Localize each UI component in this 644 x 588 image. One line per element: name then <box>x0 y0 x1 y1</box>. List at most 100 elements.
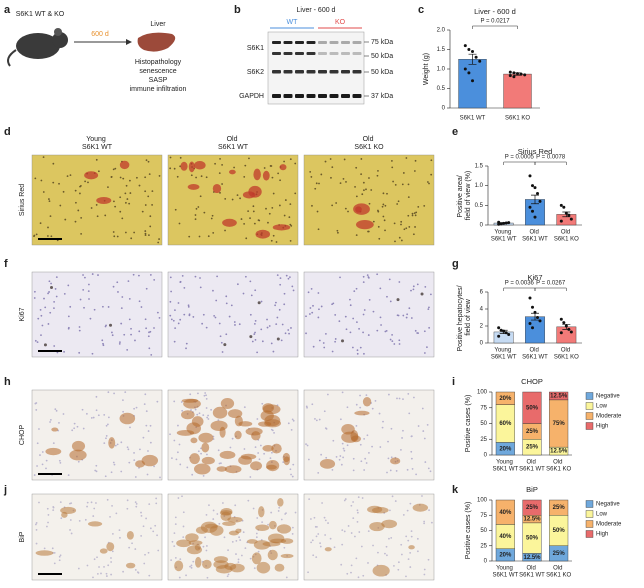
nucleus <box>268 325 271 327</box>
chart-title: Sirius Red <box>518 147 553 156</box>
nucleus <box>287 329 290 331</box>
mouse-icon <box>7 28 68 67</box>
nucleus <box>107 391 110 394</box>
nucleus <box>270 342 273 345</box>
nucleus <box>74 189 77 192</box>
band <box>283 70 293 74</box>
data-point <box>564 211 568 215</box>
stain-region <box>234 430 242 440</box>
nucleus <box>98 566 100 568</box>
nucleus <box>226 575 229 578</box>
nucleus <box>110 557 112 559</box>
nucleus <box>110 175 113 178</box>
nucleus <box>389 300 392 303</box>
nucleus <box>221 502 224 504</box>
y-axis-label: Positive area/ field of view (%) <box>457 171 472 220</box>
panel-label: k <box>452 484 459 496</box>
liver-icon <box>137 32 176 52</box>
nucleus <box>359 406 362 409</box>
data-point <box>528 174 532 178</box>
stain-region <box>274 563 285 572</box>
nucleus <box>78 326 81 328</box>
readout: SASP <box>149 77 168 84</box>
legend-swatch <box>585 412 594 420</box>
nucleus <box>289 203 292 206</box>
nucleus <box>78 519 81 522</box>
nucleus <box>106 423 109 426</box>
nucleus <box>400 239 403 242</box>
stain-region <box>267 549 278 561</box>
nucleus <box>400 543 403 546</box>
nucleus <box>430 521 433 524</box>
stain-region <box>181 398 199 403</box>
nucleus <box>97 414 100 417</box>
stain-region <box>99 548 108 554</box>
nucleus <box>385 545 388 548</box>
nucleus <box>398 343 401 345</box>
legend-swatch <box>585 392 594 400</box>
nucleus <box>251 340 254 343</box>
nucleus <box>197 206 200 208</box>
stain-region <box>367 505 383 514</box>
nucleus <box>145 424 148 427</box>
nucleus <box>194 408 197 411</box>
nucleus <box>86 501 89 504</box>
stain-region <box>249 335 253 339</box>
nucleus <box>144 234 147 236</box>
nucleus <box>147 450 149 452</box>
nucleus <box>169 314 172 317</box>
legend-swatch <box>585 422 594 430</box>
nucleus <box>203 394 206 397</box>
nucleus <box>77 209 80 212</box>
nucleus <box>227 573 230 576</box>
nucleus <box>363 437 366 440</box>
nucleus <box>359 443 362 446</box>
stain-region <box>190 437 198 444</box>
band <box>272 41 281 44</box>
nucleus <box>118 529 121 532</box>
nucleus <box>157 241 160 244</box>
legend-swatch <box>585 530 594 538</box>
band <box>341 41 350 44</box>
nucleus <box>315 182 318 185</box>
nucleus <box>388 393 390 396</box>
nucleus <box>231 198 234 201</box>
nucleus <box>188 235 191 238</box>
y-tick-label: 1.0 <box>437 67 446 73</box>
nucleus <box>410 457 413 460</box>
nucleus <box>134 339 136 342</box>
nucleus <box>95 464 98 467</box>
nucleus <box>135 406 138 409</box>
nucleus <box>430 173 433 176</box>
data-point <box>499 328 503 332</box>
nucleus <box>130 327 132 330</box>
nucleus <box>58 555 61 558</box>
nucleus <box>54 288 57 290</box>
nucleus <box>141 210 144 213</box>
y-tick-label: 1.5 <box>475 164 484 170</box>
nucleus <box>271 451 273 454</box>
nucleus <box>132 273 135 276</box>
nucleus <box>413 170 416 172</box>
nucleus <box>203 211 206 214</box>
nucleus <box>173 545 176 548</box>
nucleus <box>39 308 42 311</box>
nucleus <box>261 521 264 524</box>
nucleus <box>340 463 343 466</box>
band <box>318 41 327 44</box>
nucleus <box>248 157 250 160</box>
stain-region <box>276 524 292 534</box>
nucleus <box>128 297 131 300</box>
nucleus <box>114 205 117 208</box>
nucleus <box>190 174 193 177</box>
nucleus <box>47 323 50 325</box>
y-tick-label: 2 <box>480 324 484 330</box>
nucleus <box>389 469 392 472</box>
nucleus <box>104 214 107 217</box>
nucleus <box>382 192 385 195</box>
nucleus <box>80 233 83 235</box>
stain-region <box>35 550 54 556</box>
nucleus <box>170 559 173 561</box>
nucleus <box>405 157 408 159</box>
